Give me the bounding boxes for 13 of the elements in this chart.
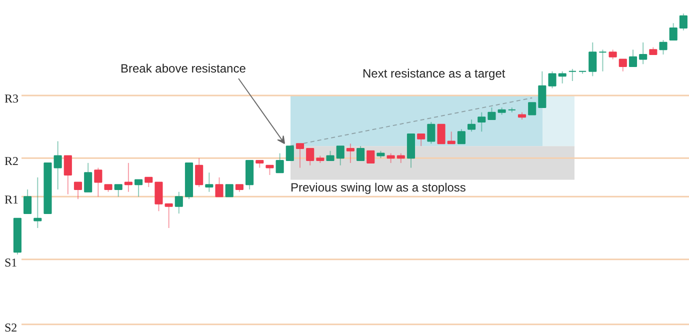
candlestick	[528, 102, 536, 116]
annotation: Next resistance as a target	[362, 66, 506, 80]
ref-line-label: S2	[4, 320, 18, 334]
ref-line-label: R3	[4, 91, 19, 106]
candlestick	[286, 146, 294, 162]
ref-line-label: R1	[4, 192, 19, 207]
ref-line-label: S1	[4, 255, 18, 270]
candlestick	[366, 150, 375, 164]
ref-line-label: R2	[4, 154, 19, 168]
annotation: Break above resistance	[120, 62, 246, 76]
candlestick	[437, 124, 446, 144]
annotation: Previous swing low as a stoploss	[290, 180, 466, 194]
candlestick	[225, 184, 234, 198]
